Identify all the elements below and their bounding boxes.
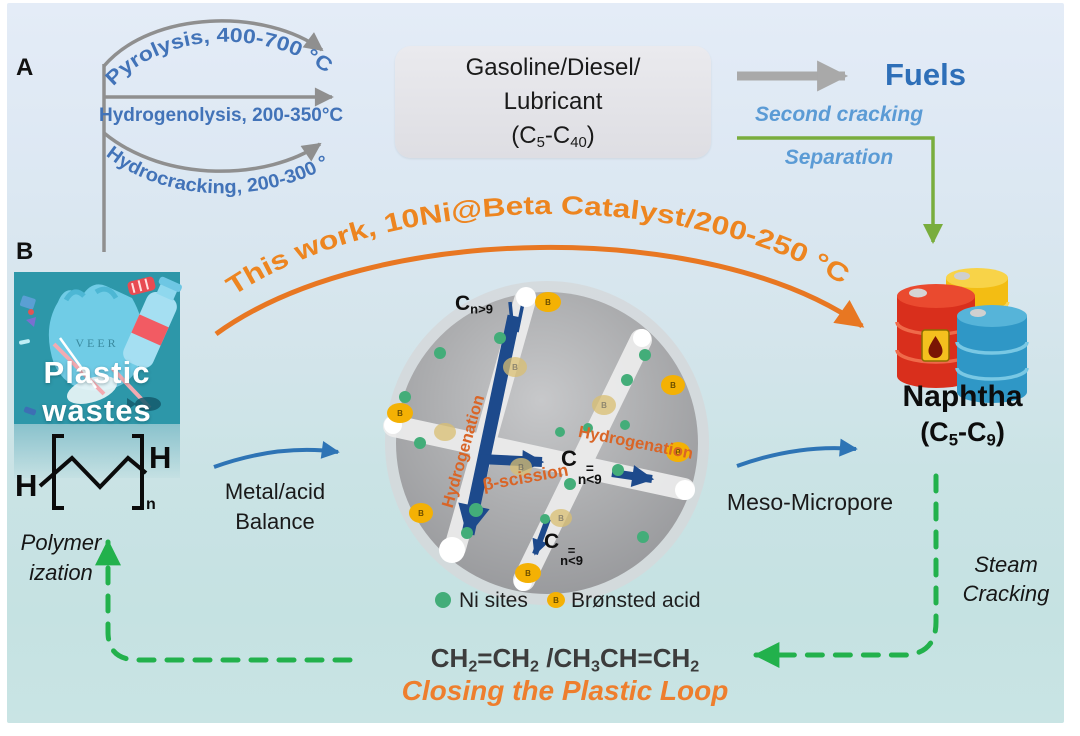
- metal-acid-arrow: [213, 440, 340, 469]
- plastic-wastes-image: [14, 272, 182, 424]
- bag-handles: [63, 286, 119, 302]
- oil-barrels: [895, 268, 1029, 403]
- polymer-left-h: H: [15, 468, 38, 503]
- svg-text:B: B: [545, 298, 551, 307]
- polymer-subscript-n: n: [146, 496, 156, 513]
- olefins-formula: CH2=CH2 /CH3CH=CH2: [430, 643, 700, 676]
- closing-loop-label: Closing the Plastic Loop: [401, 675, 729, 706]
- this-work-arrow: [214, 244, 865, 337]
- acid-legend-symbol: B: [553, 596, 559, 605]
- polymerization-label: Polymer ization: [20, 530, 102, 585]
- separation-arrow: [737, 136, 943, 244]
- separation-label: Separation: [784, 146, 894, 169]
- straw-highlight: [58, 337, 98, 389]
- hydrogenation-left-arrow: [458, 314, 521, 538]
- plastic-caption-line2: wastes: [42, 393, 152, 428]
- meso-micropore-arrow: [736, 438, 858, 468]
- hydrocracking-arrow: [102, 131, 322, 173]
- catalyst-sphere: B B B B B B B B B B: [383, 281, 709, 605]
- polyethylene-structure: [38, 434, 148, 510]
- blue-barrel: [955, 305, 1029, 403]
- red-cap-debris: [127, 276, 156, 296]
- metal-acid-label: Metal/acid Balance: [224, 479, 326, 534]
- naphtha-label: Naphtha: [902, 380, 1023, 413]
- beta-scission-arrow: [479, 450, 545, 473]
- svg-text:B: B: [675, 448, 681, 457]
- ni-legend-dot: [435, 592, 451, 608]
- foam-plate: [66, 376, 118, 404]
- svg-text:B: B: [558, 514, 564, 523]
- acid-legend-dot: [547, 592, 565, 608]
- product-box-formula: (C5-C40): [511, 122, 595, 152]
- plastic-image-reflection: [14, 424, 180, 478]
- product-box-line2: Lubricant: [503, 88, 603, 115]
- svg-text:B: B: [418, 509, 424, 518]
- fish-silhouette: [127, 397, 161, 411]
- polymerization-dashed-arrow: [95, 539, 353, 663]
- plastic-caption-line1: Plastic: [43, 355, 151, 390]
- legend-ni-label: Ni sites: [459, 589, 528, 612]
- svg-text:B: B: [525, 569, 531, 578]
- red-barrel: [895, 284, 977, 388]
- ni-site-dots: [399, 332, 651, 543]
- fuels-label: Fuels: [885, 57, 966, 92]
- plastic-debris: [19, 295, 37, 416]
- svg-text:B: B: [601, 401, 607, 410]
- panel-a-label: A: [16, 54, 34, 81]
- bronsted-acid-sites: B B B B B B B B B B: [387, 292, 690, 583]
- species-olefin-bottom: C = n<9: [544, 530, 583, 568]
- species-olefin-mid: C = n<9: [561, 446, 602, 487]
- left-bracket: [52, 434, 64, 510]
- watermark: VEER: [75, 336, 119, 350]
- panel-a-arrows: [102, 19, 943, 252]
- plastic-bottle: [123, 276, 182, 369]
- hydrogenolysis-label: Hydrogenolysis, 200-350°C: [99, 105, 344, 126]
- second-cracking-label: Second cracking: [754, 103, 924, 126]
- right-bracket: [132, 434, 144, 510]
- legend-markers: B: [435, 592, 565, 608]
- naphtha-formula: (C5-C9): [920, 417, 1005, 450]
- svg-text:B: B: [397, 409, 403, 418]
- svg-text:B: B: [512, 363, 518, 372]
- polymer-zigzag: [38, 455, 148, 490]
- steam-cracking-dashed-arrow: [753, 473, 939, 668]
- svg-text:B: B: [670, 381, 676, 390]
- product-box-line1: Gasoline/Diesel/: [465, 54, 641, 81]
- polymer-right-h: H: [149, 440, 172, 475]
- plastic-loop-dashes: [95, 473, 939, 668]
- species-cn9-top: Cn>9: [455, 292, 493, 317]
- steam-cracking-label: Steam Cracking: [962, 552, 1050, 606]
- pyrolysis-label: Pyrolysis, 400-700 °C: [101, 25, 336, 90]
- reaction-arrows: [458, 301, 655, 556]
- meso-micropore-label: Meso-Micropore: [726, 489, 894, 515]
- product-box: Gasoline/Diesel/ Lubricant (C5-C40): [395, 46, 711, 158]
- svg-text:B: B: [518, 463, 524, 472]
- diffusion-arrow: [532, 517, 551, 556]
- legend-acid-label: Brønsted acid: [571, 589, 701, 612]
- panel-b-label: B: [16, 238, 34, 265]
- pyrolysis-arrow: [102, 19, 324, 68]
